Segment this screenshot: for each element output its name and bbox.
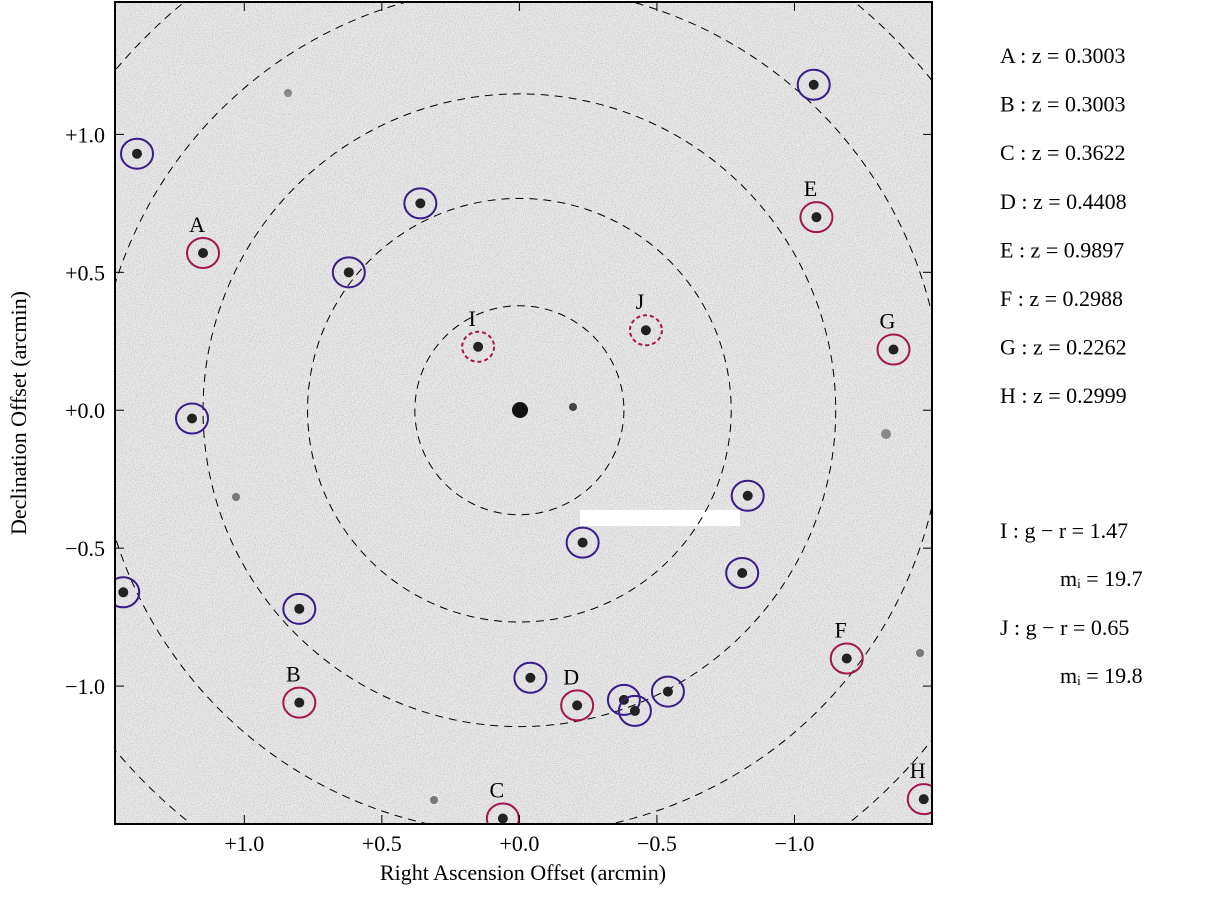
markers bbox=[115, 68, 932, 824]
x-tick-label: −0.5 bbox=[637, 831, 677, 856]
galaxy-circle bbox=[906, 783, 932, 816]
source bbox=[232, 493, 240, 501]
galaxy bbox=[572, 700, 583, 711]
radius-ring bbox=[202, 93, 837, 728]
y-tick-label: +1.0 bbox=[65, 122, 105, 147]
photometry-note: I : g − r = 1.47 bbox=[1000, 518, 1128, 543]
galaxy-circle bbox=[403, 187, 438, 220]
galaxy bbox=[742, 490, 753, 501]
galaxy-circle bbox=[565, 526, 600, 559]
redshift-note: A : z = 0.3003 bbox=[1000, 43, 1125, 68]
galaxy bbox=[294, 697, 305, 708]
photometry-note: mᵢ = 19.7 bbox=[1060, 566, 1143, 591]
redshift-note: E : z = 0.9897 bbox=[1000, 237, 1124, 262]
galaxy-circle bbox=[730, 479, 765, 512]
redshift-note: F : z = 0.2988 bbox=[1000, 286, 1123, 311]
galaxy-label: I bbox=[468, 306, 475, 331]
galaxy-circle bbox=[186, 237, 221, 270]
galaxy-label: B bbox=[286, 662, 301, 687]
galaxy-circle bbox=[461, 330, 496, 363]
galaxy-circle bbox=[628, 314, 663, 347]
galaxy bbox=[577, 537, 588, 548]
x-tick-label: +0.5 bbox=[362, 831, 402, 856]
galaxy-circle bbox=[725, 556, 760, 589]
galaxy-circle bbox=[331, 256, 366, 289]
galaxy bbox=[662, 686, 673, 697]
x-tick-label: −1.0 bbox=[774, 831, 814, 856]
galaxy bbox=[525, 672, 536, 683]
source bbox=[284, 89, 292, 97]
galaxy-circle bbox=[115, 576, 141, 609]
redshift-note: G : z = 0.2262 bbox=[1000, 335, 1127, 360]
galaxy bbox=[841, 653, 852, 664]
galaxy bbox=[415, 198, 426, 209]
y-axis-label: Declination Offset (arcmin) bbox=[6, 291, 31, 535]
galaxy-circle bbox=[796, 68, 831, 101]
radius-ring bbox=[414, 305, 625, 516]
galaxy bbox=[737, 567, 748, 578]
galaxy bbox=[629, 705, 640, 716]
galaxy-label: A bbox=[189, 212, 205, 237]
galaxy-label: J bbox=[636, 289, 645, 314]
galaxy-circle bbox=[650, 675, 685, 708]
redshift-note: H : z = 0.2999 bbox=[1000, 383, 1127, 408]
galaxy-circle bbox=[485, 802, 520, 824]
galaxy bbox=[198, 248, 209, 259]
galaxy-circle bbox=[175, 402, 210, 435]
source bbox=[916, 649, 924, 657]
galaxy-circle bbox=[829, 642, 864, 675]
redshift-note: D : z = 0.4408 bbox=[1000, 189, 1127, 214]
x-tick-label: +1.0 bbox=[224, 831, 264, 856]
galaxy bbox=[888, 344, 899, 355]
galaxy bbox=[811, 212, 822, 223]
source bbox=[569, 403, 577, 411]
galaxy bbox=[808, 79, 819, 90]
galaxy bbox=[640, 325, 651, 336]
redshift-note: B : z = 0.3003 bbox=[1000, 92, 1125, 117]
galaxy bbox=[132, 148, 143, 159]
x-axis-label: Right Ascension Offset (arcmin) bbox=[380, 860, 666, 885]
y-tick-label: +0.0 bbox=[65, 398, 105, 423]
galaxy-circle bbox=[120, 137, 155, 170]
x-tick-label: +0.0 bbox=[499, 831, 539, 856]
galaxy bbox=[343, 267, 354, 278]
galaxy-circle bbox=[799, 201, 834, 234]
galaxy-circle bbox=[876, 333, 911, 366]
galaxy-circle bbox=[560, 689, 595, 722]
photometry-note: mᵢ = 19.8 bbox=[1060, 663, 1143, 688]
galaxy bbox=[497, 813, 508, 824]
galaxy-label: H bbox=[910, 758, 926, 783]
rings bbox=[115, 2, 932, 824]
galaxy-label: G bbox=[880, 309, 896, 334]
redshift-note: C : z = 0.3622 bbox=[1000, 140, 1125, 165]
galaxy bbox=[473, 341, 484, 352]
central-galaxy bbox=[512, 402, 528, 418]
y-tick-label: −0.5 bbox=[65, 536, 105, 561]
galaxy-label: C bbox=[490, 777, 505, 802]
radius-ring bbox=[307, 197, 732, 623]
galaxy-label: D bbox=[563, 664, 579, 689]
galaxy-circle bbox=[282, 592, 317, 625]
galaxy-label: F bbox=[835, 617, 847, 642]
galaxy bbox=[118, 587, 129, 598]
sky-sources bbox=[232, 89, 924, 804]
plot-frame bbox=[114, 1, 933, 825]
galaxy-label: E bbox=[804, 176, 817, 201]
galaxy bbox=[918, 794, 929, 805]
y-tick-label: −1.0 bbox=[65, 674, 105, 699]
galaxy-circle bbox=[606, 683, 641, 716]
galaxy-circle bbox=[282, 686, 317, 719]
galaxy bbox=[294, 603, 305, 614]
galaxy-circle bbox=[617, 694, 652, 727]
chip-gap bbox=[580, 510, 740, 526]
galaxy-circle bbox=[513, 661, 548, 694]
y-tick-label: +0.5 bbox=[65, 260, 105, 285]
source bbox=[430, 796, 438, 804]
source bbox=[881, 429, 891, 439]
photometry-note: J : g − r = 0.65 bbox=[1000, 615, 1129, 640]
galaxy bbox=[187, 413, 198, 424]
